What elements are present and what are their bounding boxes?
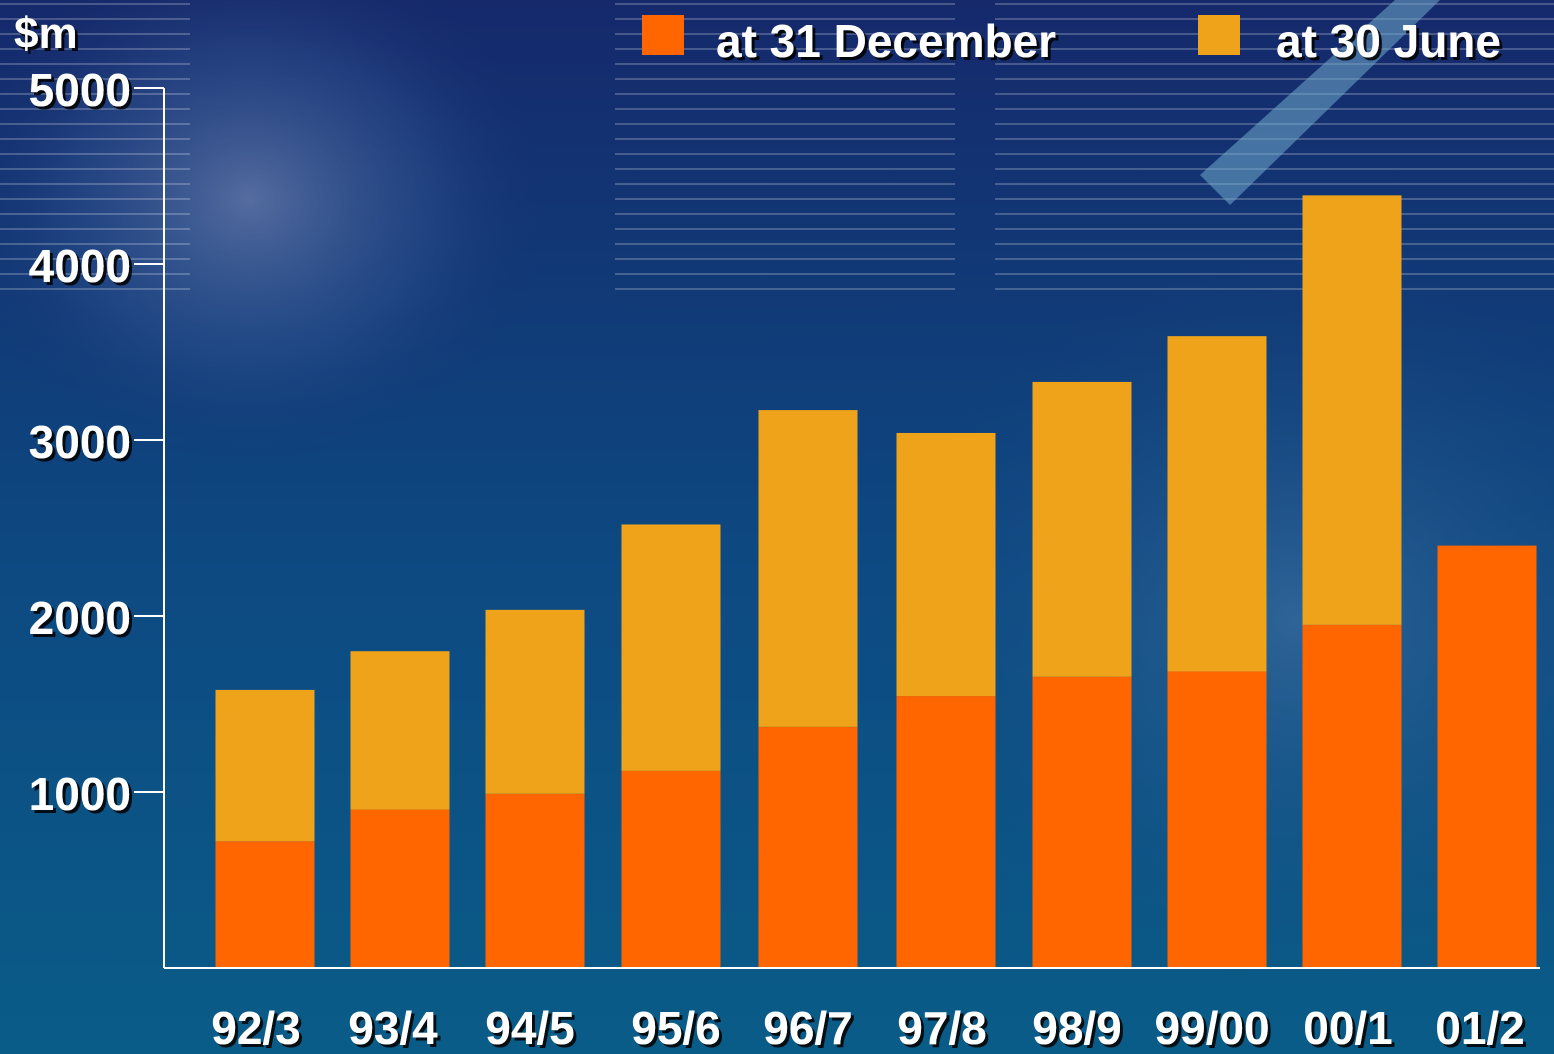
x-tick-label-01-2: 01/2 bbox=[1435, 1002, 1525, 1054]
x-tick-label-96-7: 96/7 bbox=[763, 1002, 853, 1054]
bar-june-92-3 bbox=[215, 689, 315, 842]
bars-layer bbox=[215, 195, 1537, 968]
x-tick-label-97-8: 97/8 bbox=[897, 1002, 987, 1054]
y-tick-label-2000: 2000 bbox=[29, 592, 131, 644]
background-stripes bbox=[0, 3, 1554, 290]
bar-june-94-5 bbox=[485, 609, 585, 794]
bar-december-92-3 bbox=[215, 841, 315, 968]
x-tick-label-92-3: 92/3 bbox=[211, 1002, 301, 1054]
y-tick-label-1000: 1000 bbox=[29, 768, 131, 820]
y-tick-labels: 1000 2000 3000 4000 5000 bbox=[29, 64, 131, 820]
bar-december-97-8 bbox=[896, 696, 996, 968]
bar-june-98-9 bbox=[1032, 381, 1132, 677]
legend-label-december: at 31 December bbox=[716, 15, 1056, 67]
x-tick-labels: 92/3 93/4 94/5 95/6 96/7 97/8 98/9 99/00 00/1 01/… bbox=[211, 1002, 1525, 1054]
x-tick-label-94-5: 94/5 bbox=[485, 1002, 575, 1054]
x-tick-label-98-9: 98/9 bbox=[1032, 1002, 1122, 1054]
y-tick-label-5000: 5000 bbox=[29, 64, 131, 116]
bar-december-93-4 bbox=[350, 809, 450, 968]
bar-december-95-6 bbox=[621, 770, 721, 968]
y-tick-label-4000: 4000 bbox=[29, 240, 131, 292]
bar-june-99-00 bbox=[1167, 336, 1267, 672]
legend: at 31 December at 30 June bbox=[642, 15, 1501, 67]
bar-june-97-8 bbox=[896, 432, 996, 697]
x-tick-label-95-6: 95/6 bbox=[631, 1002, 721, 1054]
bar-december-99-00 bbox=[1167, 671, 1267, 968]
bar-december-94-5 bbox=[485, 793, 585, 968]
bar-june-96-7 bbox=[758, 410, 858, 727]
bar-december-01-2 bbox=[1437, 545, 1537, 968]
y-tick-label-3000: 3000 bbox=[29, 416, 131, 468]
legend-swatch-december bbox=[642, 15, 684, 55]
legend-label-june: at 30 June bbox=[1276, 15, 1501, 67]
y-axis bbox=[134, 87, 1540, 969]
bar-june-93-4 bbox=[350, 651, 450, 810]
x-tick-label-93-4: 93/4 bbox=[348, 1002, 438, 1054]
x-tick-label-00-1: 00/1 bbox=[1303, 1002, 1393, 1054]
x-tick-label-99-00: 99/00 bbox=[1154, 1002, 1269, 1054]
diagonal-light-beam bbox=[1200, 0, 1440, 205]
y-axis-unit-label: $m bbox=[14, 9, 78, 58]
bar-june-00-1 bbox=[1302, 195, 1402, 625]
bar-december-98-9 bbox=[1032, 676, 1132, 968]
legend-swatch-june bbox=[1198, 15, 1240, 55]
bar-june-95-6 bbox=[621, 524, 721, 771]
bar-december-00-1 bbox=[1302, 624, 1402, 968]
bar-december-96-7 bbox=[758, 726, 858, 968]
